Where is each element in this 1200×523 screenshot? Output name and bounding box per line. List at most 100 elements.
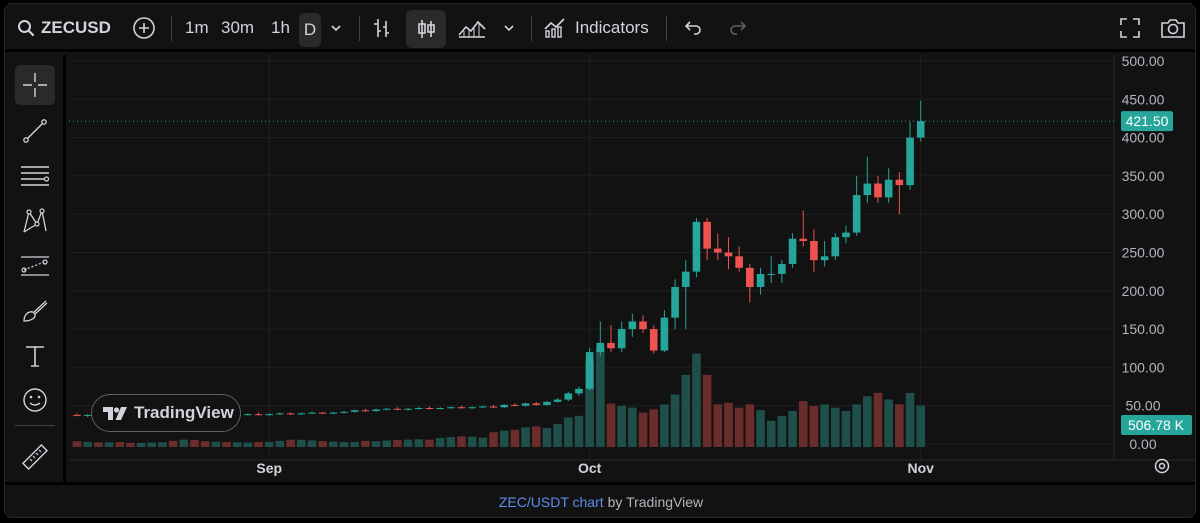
fullscreen-button[interactable]	[1119, 4, 1141, 52]
candle-body	[874, 183, 882, 198]
volume-bar	[713, 404, 723, 447]
indicators-button[interactable]: Indicators	[543, 4, 649, 52]
plus-circle-icon	[133, 17, 155, 39]
chart-type-dropdown[interactable]	[502, 4, 516, 52]
candle-body	[906, 137, 914, 186]
price-tick-label: 450.00	[1122, 91, 1165, 107]
candle-body	[382, 408, 391, 410]
interval-1m[interactable]: 1m	[185, 4, 209, 52]
interval-1h[interactable]: 1h	[271, 4, 290, 52]
redo-button[interactable]	[728, 4, 748, 52]
symbol-search[interactable]: ZECUSD	[17, 4, 111, 52]
measure-tool[interactable]	[15, 437, 55, 477]
smiley-icon	[23, 388, 47, 412]
candle-body	[318, 412, 327, 414]
price-tick-label: 300.00	[1122, 206, 1165, 222]
candle-body	[767, 273, 775, 275]
candle-body	[372, 409, 380, 412]
candle-body	[244, 414, 252, 416]
candle-body	[532, 403, 541, 405]
volume-bar	[457, 436, 466, 447]
interval-30m[interactable]: 30m	[221, 4, 254, 52]
candle-body	[863, 183, 872, 196]
symbol-label: ZECUSD	[41, 18, 111, 37]
brush-icon	[23, 300, 48, 322]
price-tick-label: 50.00	[1125, 398, 1160, 414]
candle-body	[479, 406, 487, 408]
fib-retracement-tool[interactable]	[15, 156, 55, 196]
candle-body	[489, 406, 498, 408]
volume-bar	[489, 432, 498, 447]
ruler-icon	[21, 443, 49, 471]
chevron-down-icon	[331, 25, 341, 32]
candle-body	[778, 263, 786, 274]
interval-1m-label: 1m	[185, 18, 209, 37]
watermark-text: TradingView	[134, 403, 234, 422]
volume-bar	[606, 403, 616, 447]
volume-bar	[905, 392, 915, 447]
chart-link[interactable]: ZEC/USDT chart	[498, 494, 604, 510]
tradingview-logo[interactable]: TradingView	[91, 394, 241, 432]
volume-bar	[435, 437, 445, 447]
bars-style-button[interactable]	[371, 4, 393, 52]
volume-bar	[531, 426, 541, 447]
crosshair-icon	[23, 73, 47, 97]
candle-body	[361, 410, 370, 412]
interval-d[interactable]: D	[299, 13, 321, 47]
volume-bar	[585, 360, 594, 447]
forecast-tool[interactable]	[15, 246, 55, 286]
fullscreen-icon	[1120, 18, 1140, 38]
volume-bar	[863, 396, 872, 447]
search-icon	[18, 20, 35, 37]
compare-button[interactable]	[132, 4, 156, 52]
volume-bar	[222, 442, 231, 447]
text-tool[interactable]	[15, 336, 55, 376]
pattern-tool[interactable]	[15, 201, 55, 241]
crosshair-tool[interactable]	[15, 65, 55, 105]
candle-body	[393, 408, 402, 410]
candle-body	[884, 179, 893, 198]
time-tick-label: Sep	[256, 460, 282, 476]
volume-bar	[788, 410, 797, 447]
interval-dropdown[interactable]	[329, 4, 343, 52]
candle-body	[916, 121, 925, 138]
volume-bar	[681, 374, 691, 447]
trend-line-icon	[23, 119, 47, 143]
volume-bar	[254, 442, 263, 447]
candle-body	[457, 407, 466, 409]
undo-button[interactable]	[683, 4, 703, 52]
volume-bar	[830, 407, 840, 447]
volume-bar	[596, 347, 605, 447]
candle-body	[553, 399, 562, 402]
price-tick-label: 150.00	[1122, 321, 1165, 337]
volume-bar	[350, 441, 359, 447]
price-tick-label: 250.00	[1122, 245, 1165, 261]
tradingview-logo-icon	[103, 407, 127, 420]
volume-bar	[371, 441, 381, 447]
screenshot-button[interactable]	[1160, 4, 1186, 52]
volume-bar	[660, 404, 669, 447]
area-style-button[interactable]	[457, 4, 487, 52]
candle-body	[447, 407, 455, 409]
settings-gear-icon[interactable]	[1154, 458, 1170, 474]
candle-body	[649, 329, 658, 351]
candles	[73, 100, 925, 418]
price-tick-label: 350.00	[1122, 168, 1165, 184]
brush-tool[interactable]	[15, 291, 55, 331]
price-chart[interactable]: 500.00 450.00 400.00 350.00 300.00 250.00 200.…	[69, 55, 1196, 482]
price-tick-label: 200.00	[1122, 283, 1165, 299]
candle-body	[639, 321, 647, 330]
candles-style-button[interactable]	[406, 10, 446, 48]
candle-body	[350, 410, 359, 412]
trend-line-tool[interactable]	[15, 111, 55, 151]
footer-by-text: by TradingView	[607, 494, 704, 510]
chart-pane[interactable]: 500.00 450.00 400.00 350.00 300.00 250.00 200.…	[69, 55, 1196, 482]
emoji-tool[interactable]	[15, 380, 55, 420]
text-icon	[26, 346, 44, 367]
volume-bar	[393, 440, 402, 447]
volume-bar	[777, 415, 787, 447]
volume-bar	[745, 404, 755, 447]
volume-bar	[563, 417, 573, 447]
volume-bar	[510, 429, 520, 447]
time-axis: Sep Oct Nov	[256, 458, 1170, 476]
